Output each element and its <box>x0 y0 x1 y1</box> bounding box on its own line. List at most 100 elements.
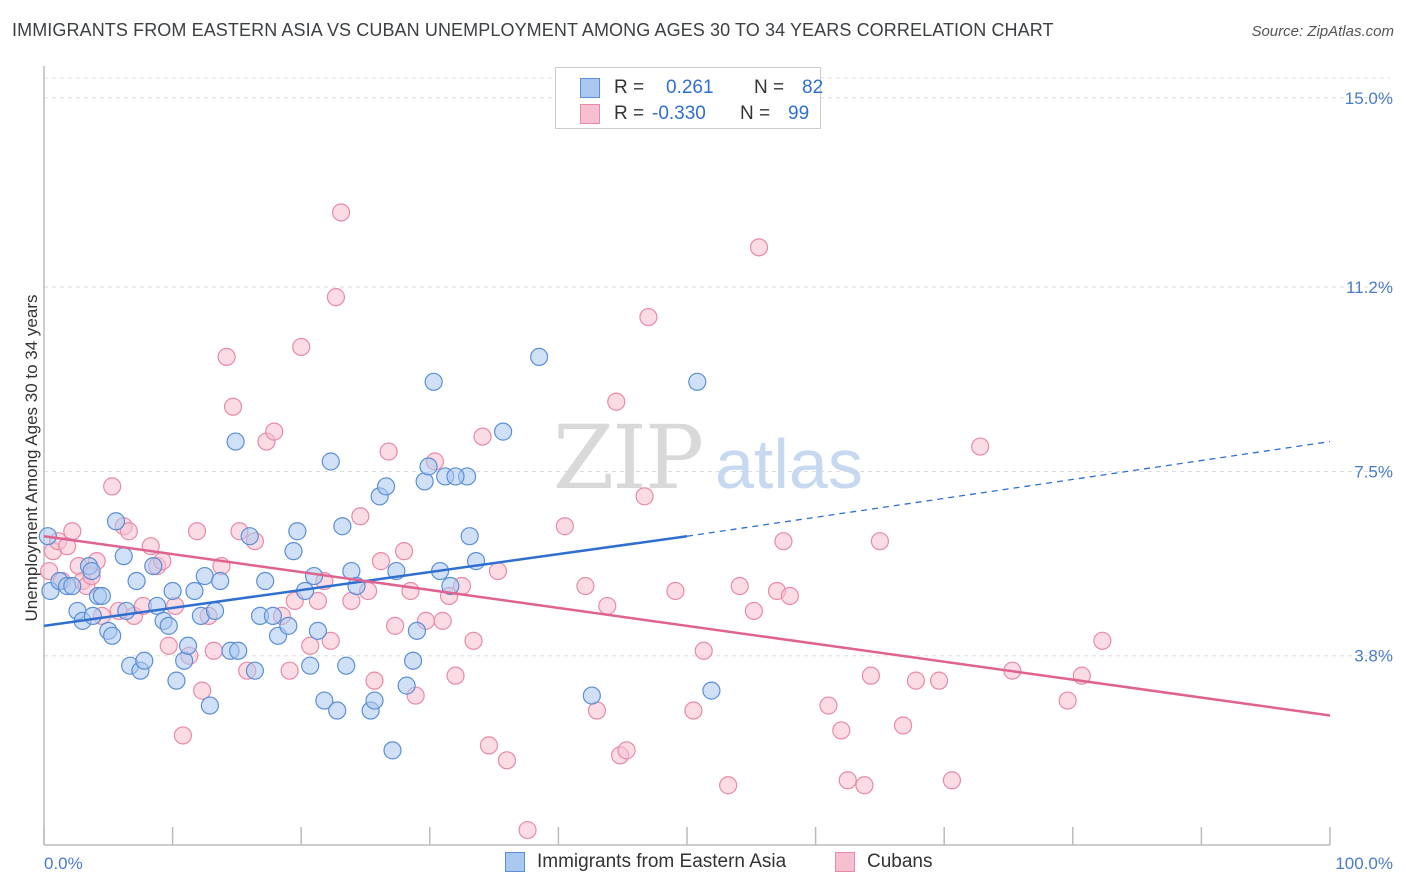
n-label: N = <box>754 77 785 98</box>
eastern-asia-point <box>92 586 111 606</box>
cubans-point <box>819 696 838 715</box>
eastern-asia-point <box>376 477 396 496</box>
eastern-asia-point <box>135 651 154 670</box>
eastern-asia-point <box>407 621 427 640</box>
cubans-point <box>301 636 320 655</box>
y-tick-labels: 3.8% 7.5% 11.2% 15.0% <box>1345 89 1393 666</box>
cubans-point <box>518 820 537 840</box>
eastern-asia-point <box>83 606 102 625</box>
eastern-asia-point <box>63 576 82 596</box>
cubans-point <box>401 581 420 601</box>
n-value: 99 <box>788 103 810 124</box>
cubans-point <box>617 741 636 760</box>
legend-row-cubans: R = -0.330 N = 99 <box>580 102 809 126</box>
cubans-point <box>371 552 391 571</box>
cubans-point <box>684 701 703 720</box>
cubans-point <box>433 611 452 630</box>
eastern-asia-point <box>702 681 721 700</box>
source-label: Source: ZipAtlas.com <box>1251 23 1394 40</box>
eastern-asia-point <box>229 641 248 660</box>
axes <box>43 66 1331 846</box>
cubans-point <box>497 751 517 770</box>
cubans-point <box>749 238 769 257</box>
cubans-point <box>223 397 243 416</box>
legend-swatch-blue <box>505 852 525 872</box>
eastern-asia-point <box>301 656 320 675</box>
cubans-point <box>838 771 857 790</box>
eastern-asia-point <box>185 581 204 601</box>
cubans-point <box>446 666 465 685</box>
cubans-point <box>870 532 890 551</box>
eastern-asia-point <box>82 561 101 581</box>
cubans-point <box>893 716 913 735</box>
eastern-asia-point <box>308 621 328 640</box>
cubans-point <box>280 661 299 680</box>
cubans-point <box>929 671 949 690</box>
cubans-point <box>173 726 192 745</box>
r-label: R = <box>614 103 645 124</box>
legend-swatch-pink <box>580 104 600 124</box>
legend-label-cubans: Cubans <box>867 851 933 872</box>
eastern-asia-point <box>460 527 479 546</box>
cubans-point <box>464 631 483 650</box>
eastern-asia-point <box>117 601 136 621</box>
cubans-point <box>774 532 793 551</box>
cubans-point <box>607 392 626 411</box>
eastern-asia-point <box>337 656 356 675</box>
cubans-point <box>103 477 122 496</box>
svg-text:ZIP: ZIP <box>553 406 702 509</box>
eastern-asia-point <box>245 661 265 680</box>
legend-swatch-pink <box>835 852 855 872</box>
cubans-point <box>744 601 763 621</box>
legend-item-eastern-asia[interactable]: Immigrants from Eastern Asia <box>505 851 786 873</box>
eastern-asia-point <box>200 696 219 715</box>
cubans-point <box>942 771 962 790</box>
cubans-point <box>1058 691 1077 710</box>
cubans-point <box>694 641 713 660</box>
legend-item-cubans[interactable]: Cubans <box>835 851 933 873</box>
cubans-point <box>780 586 799 606</box>
eastern-asia-point <box>446 467 465 486</box>
n-label: N = <box>740 103 771 124</box>
eastern-asia-point <box>315 691 334 710</box>
cubans-point <box>576 576 595 596</box>
cubans-point <box>635 487 654 506</box>
y-axis-label: Unemployment Among Ages 30 to 34 years <box>22 295 41 622</box>
eastern-asia-point <box>279 616 298 635</box>
eastern-asia-point <box>163 581 182 601</box>
correlation-legend: R = 0.261 N = 82 R = -0.330 N = 99 <box>555 67 823 129</box>
y-tick-label: 7.5% <box>1354 462 1393 481</box>
eastern-asia-point <box>365 691 384 710</box>
cubans-point <box>906 671 926 690</box>
y-tick-label: 11.2% <box>1346 278 1393 297</box>
eastern-asia-trend-extension <box>686 440 1331 537</box>
cubans-point <box>832 721 851 740</box>
eastern-asia-point <box>263 606 283 625</box>
eastern-asia-point <box>333 517 352 536</box>
eastern-asia-point <box>226 432 245 451</box>
eastern-asia-point <box>288 522 307 541</box>
cubans-point <box>321 631 340 650</box>
cubans-point <box>193 681 212 700</box>
r-label: R = <box>614 77 645 98</box>
eastern-asia-points <box>38 347 721 760</box>
cubans-point <box>204 641 223 660</box>
eastern-asia-point <box>178 636 198 655</box>
x-tick-labels: 0.0% 100.0% <box>44 854 1393 873</box>
cubans-point <box>265 422 284 441</box>
eastern-asia-point <box>159 616 178 635</box>
cubans-point <box>292 337 311 357</box>
legend-row-eastern-asia: R = 0.261 N = 82 <box>580 76 823 100</box>
eastern-asia-point <box>397 676 416 695</box>
cubans-point <box>379 442 398 461</box>
cubans-point <box>217 347 236 367</box>
x-tick-label: 100.0% <box>1335 854 1393 873</box>
eastern-asia-point <box>530 347 549 367</box>
watermark: ZIP atlas <box>553 406 863 509</box>
cubans-point <box>385 616 405 635</box>
eastern-asia-point <box>688 372 707 391</box>
cubans-point <box>119 522 138 541</box>
eastern-asia-point <box>328 701 347 720</box>
eastern-asia-point <box>284 542 303 561</box>
cubans-point <box>394 542 414 561</box>
